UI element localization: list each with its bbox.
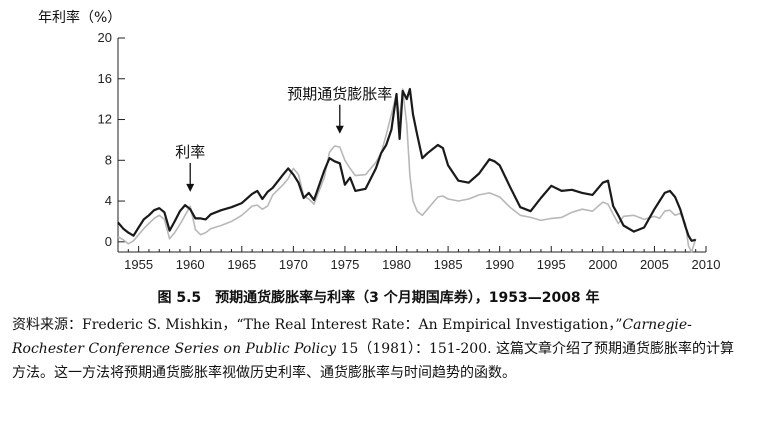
chart-figure: 年利率（%） 0 4 8 12 16 20 1955 1960 1965 1970 1975 198… xyxy=(38,9,721,272)
y-tick-label: 8 xyxy=(105,152,112,167)
figure-caption: 图 5.5 预期通货膨胀率与利率（3 个月期国库券），1953—2008 年 xyxy=(157,290,600,306)
x-tick-label: 2010 xyxy=(692,257,721,272)
x-tick-label: 1955 xyxy=(124,257,153,272)
source-note: 资料来源：Frederic S. Mishkin，“The Real Inter… xyxy=(12,313,747,385)
series-lines xyxy=(117,87,697,253)
source-label: 资料来源： xyxy=(12,317,82,333)
interest-rate-line xyxy=(117,87,696,242)
y-tick-label: 20 xyxy=(98,30,112,45)
x-tick-label: 2005 xyxy=(640,257,669,272)
annotation-expected-inflation: 预期通货膨胀率 xyxy=(287,85,392,103)
x-axis: 1955 1960 1965 1970 1975 1980 1985 1990 1995 2000… xyxy=(117,246,721,272)
y-tick-label: 12 xyxy=(98,112,112,127)
x-tick-label: 1995 xyxy=(537,257,566,272)
x-tick-label: 1980 xyxy=(382,257,411,272)
source-author: Frederic S. Mishkin， xyxy=(82,317,237,333)
x-tick-label: 1975 xyxy=(330,257,359,272)
expected-inflation-line xyxy=(117,88,697,253)
x-tick-label: 1985 xyxy=(434,257,463,272)
x-tick-label: 1960 xyxy=(176,257,205,272)
annotation-arrow-head xyxy=(186,183,195,192)
source-description: 这篇文章介绍了预期通货膨胀率的计算方法。这一方法将预期通货膨胀率视做历史利率、通… xyxy=(12,341,735,381)
y-tick-label: 16 xyxy=(98,71,112,86)
annotation-arrow-head xyxy=(335,125,344,134)
x-tick-label: 1970 xyxy=(279,257,308,272)
source-details: 15（1981）：151-200. xyxy=(336,341,497,357)
annotation-interest-rate: 利率 xyxy=(175,143,205,161)
y-axis-label: 年利率（%） xyxy=(38,9,121,26)
x-tick-label: 2000 xyxy=(588,257,617,272)
x-tick-label: 1990 xyxy=(485,257,514,272)
x-tick-label: 1965 xyxy=(227,257,256,272)
y-axis: 0 4 8 12 16 20 xyxy=(98,30,125,252)
annotations: 利率 预期通货膨胀率 xyxy=(175,85,392,192)
source-journal: Carnegie- Rochester Conference Series on… xyxy=(12,317,692,357)
y-tick-label: 0 xyxy=(105,234,112,249)
source-article: “The Real Interest Rate：An Empirical Inv… xyxy=(236,317,623,333)
y-tick-label: 4 xyxy=(105,193,112,208)
